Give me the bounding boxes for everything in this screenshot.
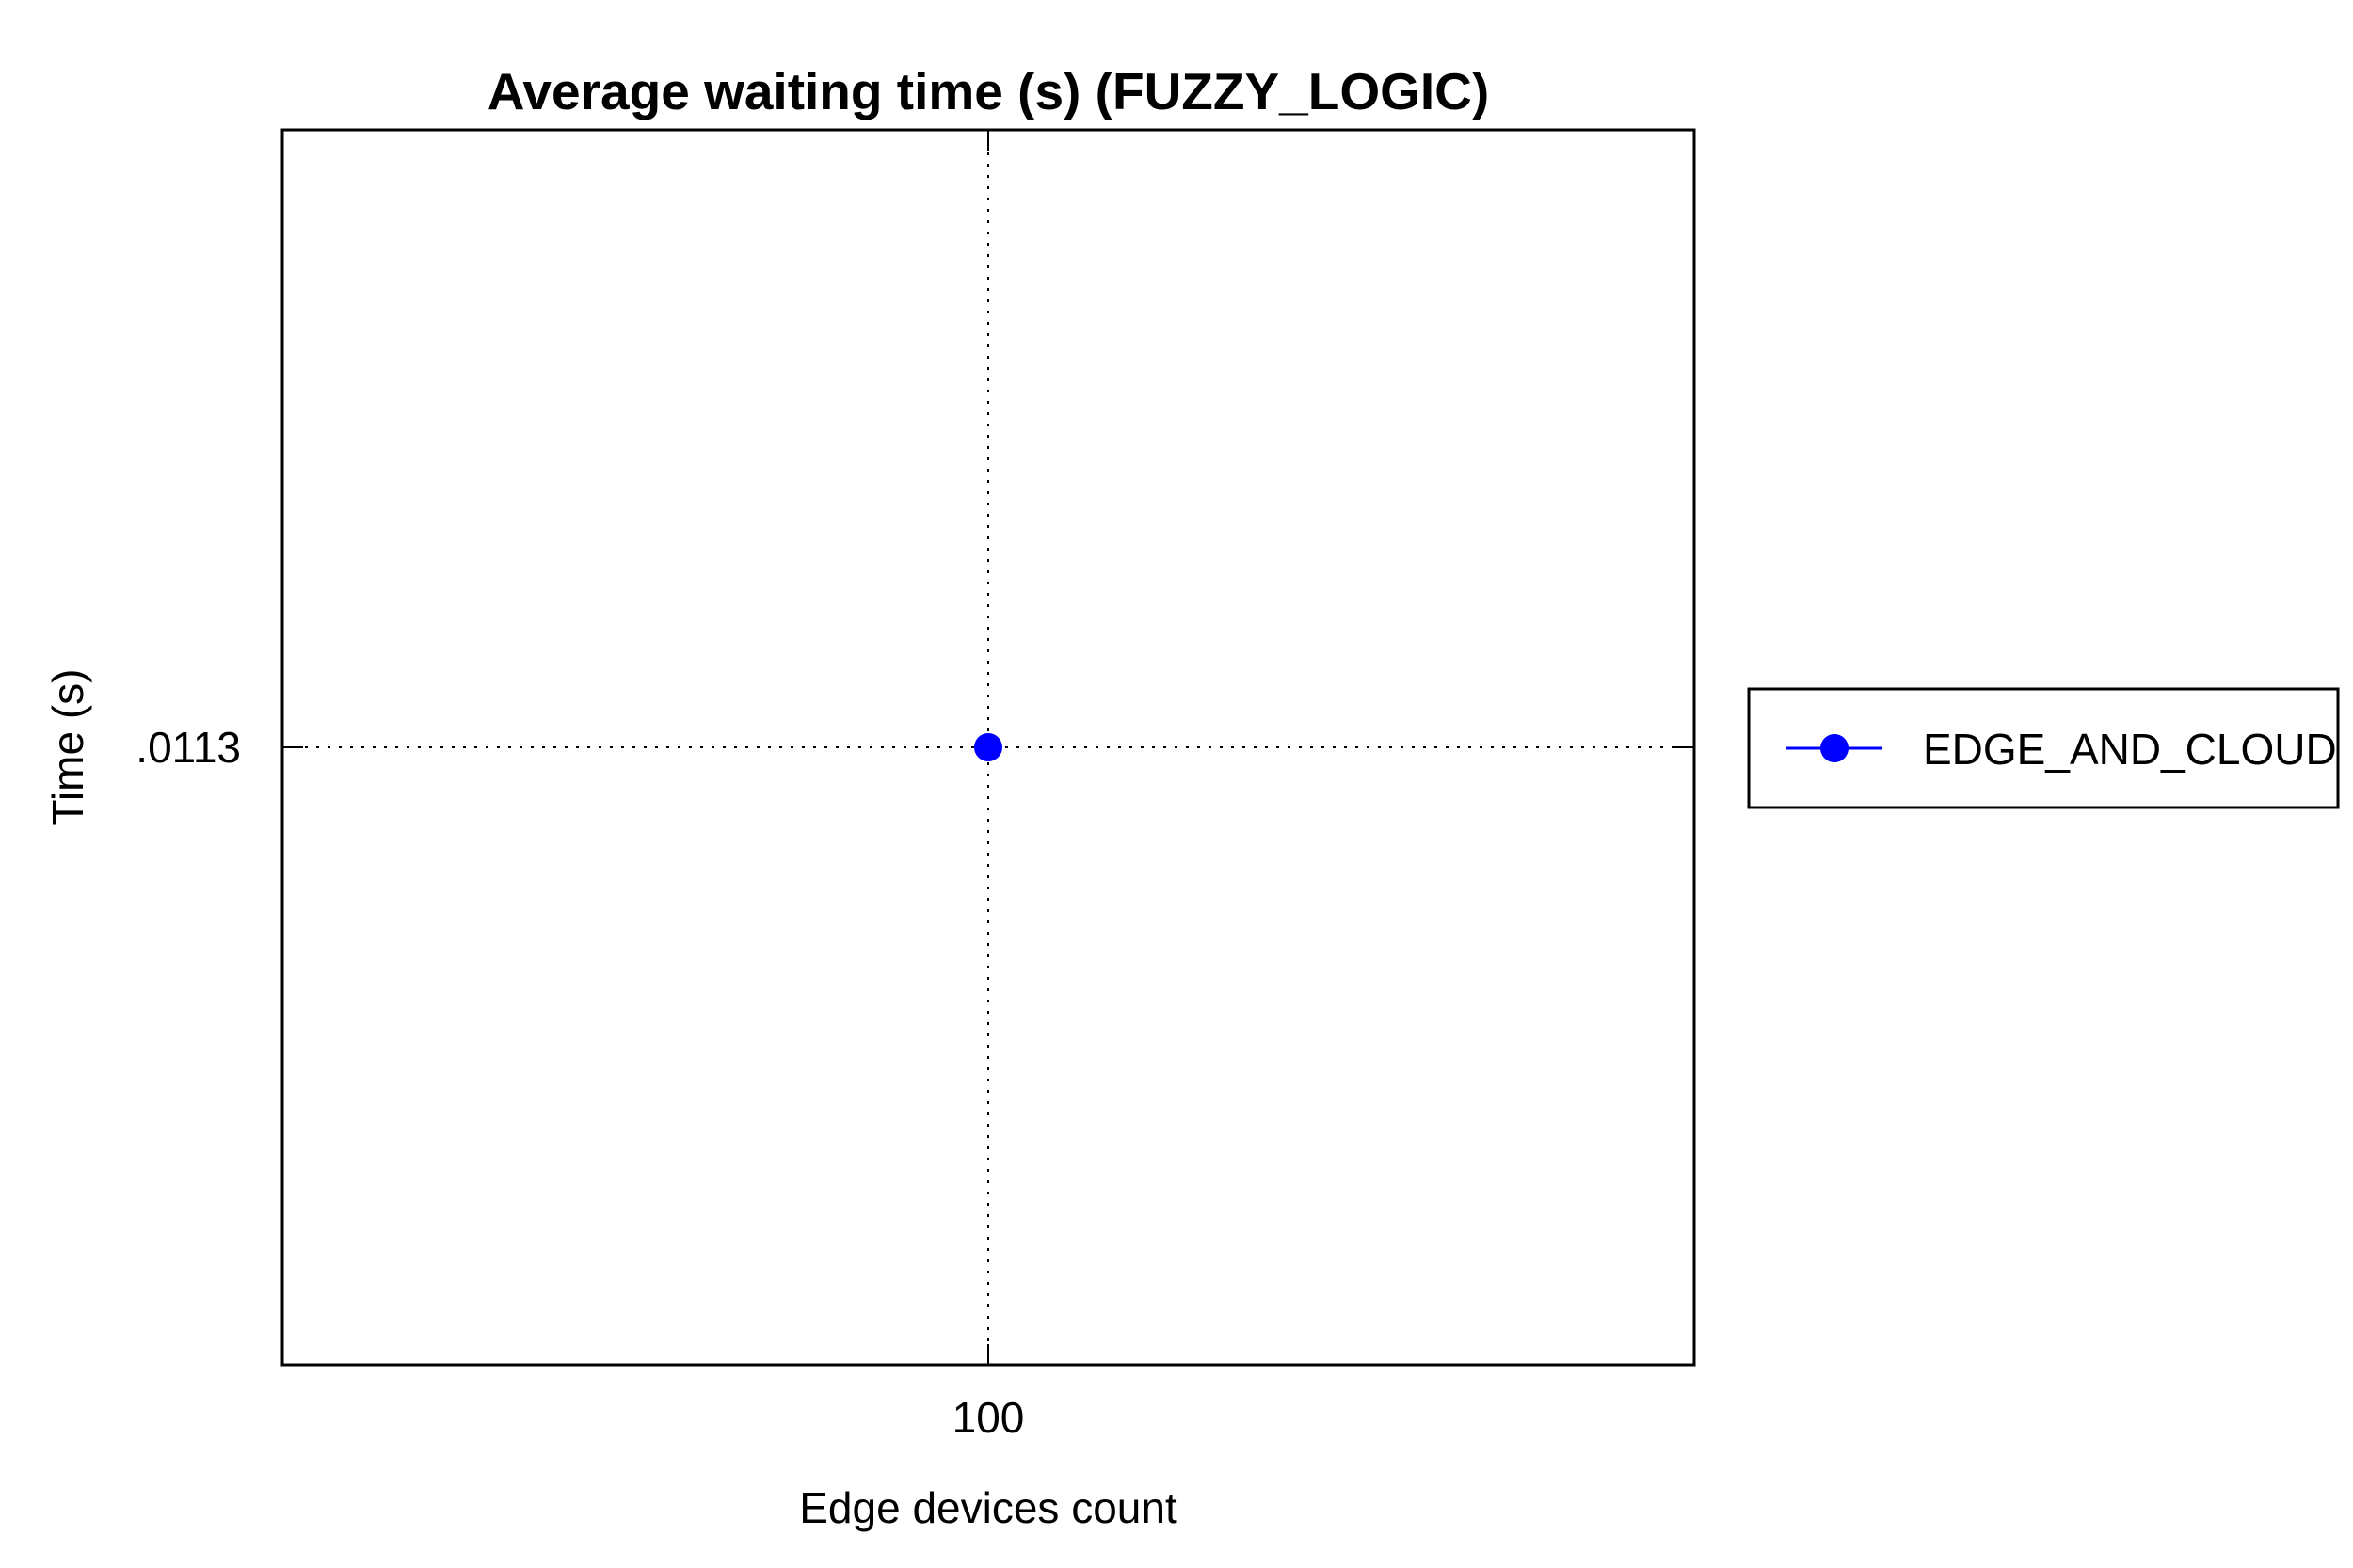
x-tick-labels: 100: [952, 1393, 1025, 1442]
axis-ticks: [282, 130, 1694, 1365]
y-tick-label: .0113: [136, 723, 241, 772]
x-tick-label: 100: [952, 1393, 1025, 1442]
y-tick-labels: .0113: [136, 723, 241, 772]
data-point: [974, 733, 1002, 761]
chart-title: Average waiting time (s) (FUZZY_LOGIC): [488, 62, 1489, 120]
legend: EDGE_AND_CLOUD: [1747, 687, 2340, 809]
data-series: [974, 733, 1002, 761]
plot-area: [280, 128, 1696, 1367]
y-axis-label: Time (s): [43, 669, 92, 826]
x-axis-label: Edge devices count: [799, 1483, 1177, 1532]
legend-marker-swatch: [1820, 734, 1849, 762]
grid-lines: [282, 130, 1694, 1365]
legend-label: EDGE_AND_CLOUD: [1923, 725, 2337, 774]
